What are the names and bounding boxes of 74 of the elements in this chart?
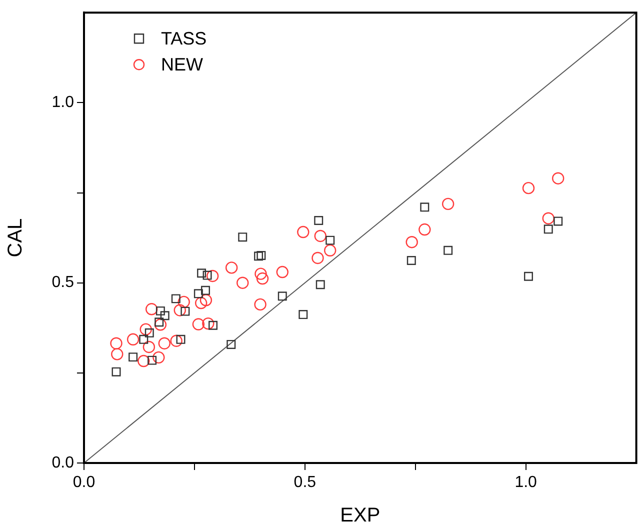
point (176, 334, 186, 344)
point (314, 216, 324, 225)
point (128, 352, 138, 362)
point (158, 337, 171, 350)
point (522, 182, 535, 194)
point (298, 310, 308, 320)
point (544, 224, 553, 234)
point (192, 318, 205, 330)
point (278, 292, 287, 301)
point (444, 246, 453, 255)
point (112, 367, 121, 376)
x-axis-title: EXP (340, 504, 380, 527)
point (146, 303, 158, 316)
point (202, 317, 214, 330)
point (316, 280, 325, 290)
point (154, 318, 167, 331)
point (442, 198, 454, 210)
point (542, 212, 554, 224)
point (140, 323, 152, 336)
point (200, 294, 212, 306)
point (206, 270, 219, 282)
point (552, 172, 564, 184)
point (276, 266, 288, 278)
point (406, 256, 416, 265)
point (139, 334, 148, 344)
point (148, 356, 157, 365)
point (314, 230, 326, 242)
point (324, 244, 336, 257)
legend-label: TASS (161, 28, 207, 49)
point (236, 276, 249, 289)
point (197, 268, 206, 278)
y-tick-label: 0.0 (52, 454, 74, 472)
point (174, 304, 186, 316)
point (254, 298, 266, 311)
point (238, 232, 248, 242)
point (194, 289, 203, 298)
point (138, 354, 150, 368)
x-tick-label: 1.0 (514, 474, 538, 492)
legend-label: NEW (161, 54, 204, 75)
point (418, 223, 431, 236)
point (110, 337, 122, 350)
point (254, 252, 264, 261)
point (202, 270, 212, 280)
point (160, 311, 170, 320)
x-tick-label: 0.5 (294, 474, 316, 492)
point (111, 348, 124, 360)
point (152, 351, 165, 364)
point (406, 236, 418, 248)
point (524, 272, 533, 281)
point (180, 306, 190, 316)
point (126, 333, 140, 346)
point (256, 272, 269, 285)
point (554, 216, 563, 226)
point (170, 334, 182, 347)
point (254, 268, 267, 280)
point (194, 296, 208, 310)
point (326, 236, 335, 245)
point (226, 340, 236, 349)
point (201, 286, 210, 295)
point (156, 306, 165, 316)
y-tick-label: 0.5 (52, 274, 74, 292)
point (225, 262, 238, 274)
y-tick-label: 1.0 (52, 94, 74, 112)
point (312, 252, 324, 264)
point (297, 226, 310, 238)
point (256, 250, 266, 260)
y-axis-title: CAL (4, 218, 27, 258)
x-tick-label: 0.0 (72, 474, 96, 492)
point (142, 340, 156, 354)
point (144, 328, 154, 338)
point (208, 320, 218, 330)
point (420, 202, 430, 212)
point (178, 296, 190, 308)
point (171, 294, 180, 304)
